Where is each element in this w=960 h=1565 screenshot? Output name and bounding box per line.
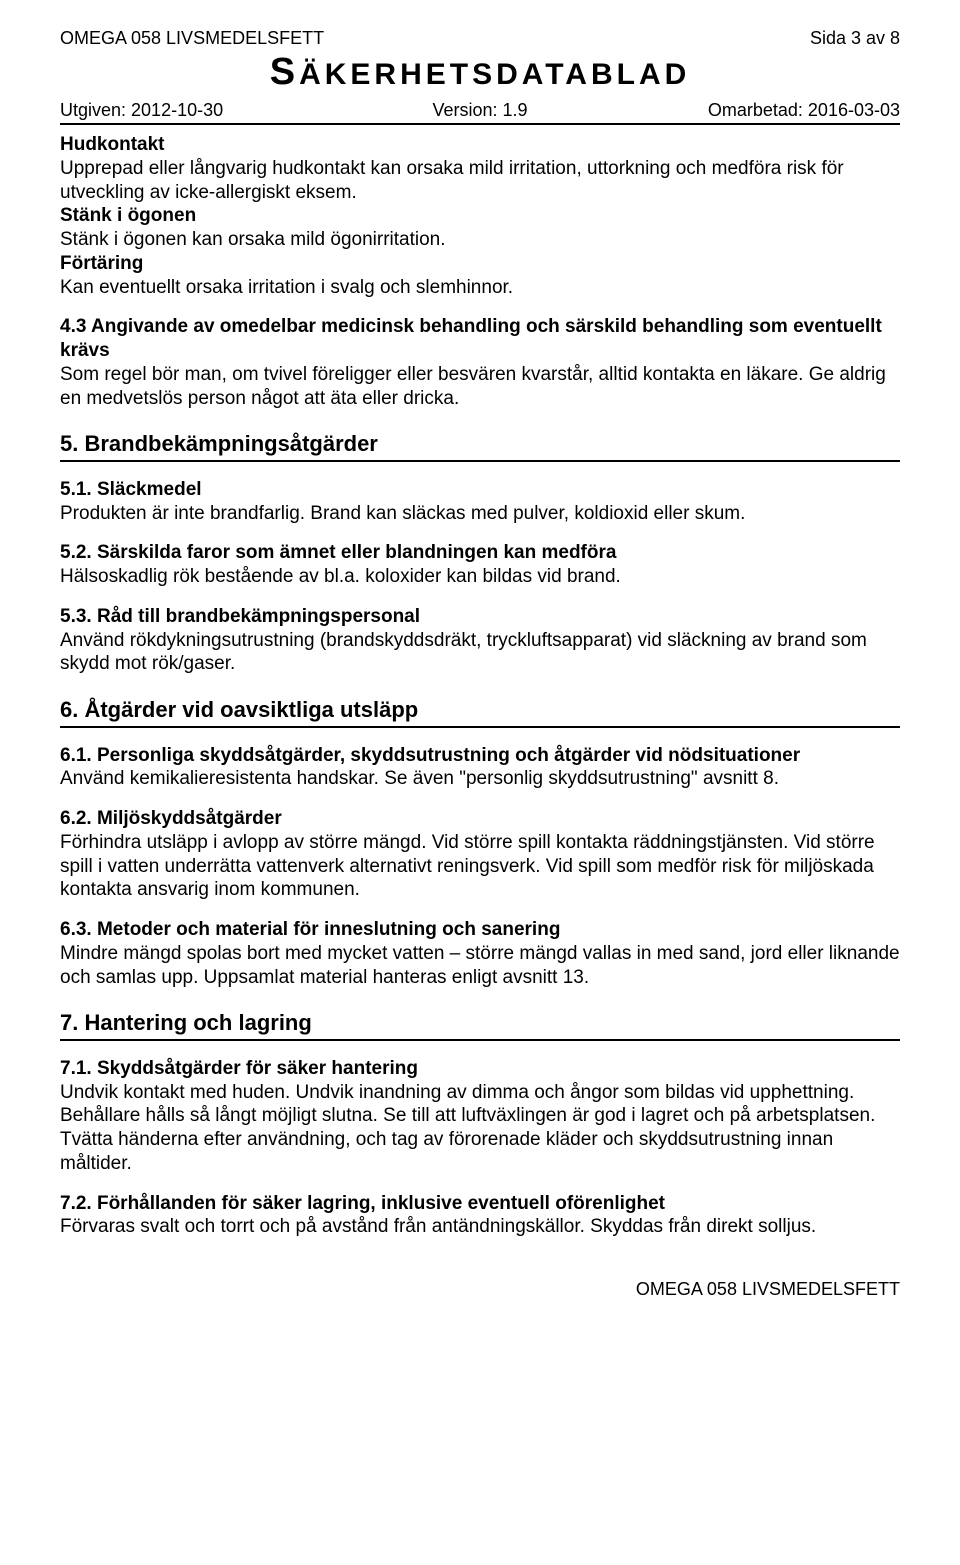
issued-date: Utgiven: 2012-10-30 [60, 100, 340, 121]
s6-1-heading: 6.1. Personliga skyddsåtgärder, skyddsut… [60, 745, 800, 766]
section-5-3: 5.3. Råd till brandbekämpningspersonal A… [60, 605, 900, 676]
section-6-heading: 6. Åtgärder vid oavsiktliga utsläpp [60, 696, 900, 728]
section-fortaring: Förtäring Kan eventuellt orsaka irritati… [60, 252, 900, 300]
s7-1-text: Undvik kontakt med huden. Undvik inandni… [60, 1082, 875, 1174]
stank-text: Stänk i ögonen kan orsaka mild ögonirrit… [60, 228, 900, 252]
section-7-1: 7.1. Skyddsåtgärder för säker hantering … [60, 1057, 900, 1176]
s5-2-heading: 5.2. Särskilda faror som ämnet eller bla… [60, 542, 616, 563]
section-4-3: 4.3 Angivande av omedelbar medicinsk beh… [60, 315, 900, 410]
hudkontakt-heading: Hudkontakt [60, 133, 900, 157]
product-name: OMEGA 058 LIVSMEDELSFETT [60, 28, 324, 49]
section-6-3: 6.3. Metoder och material för inneslutni… [60, 918, 900, 989]
s7-2-text: Förvaras svalt och torrt och på avstånd … [60, 1216, 816, 1237]
page-number: Sida 3 av 8 [810, 28, 900, 49]
section-stank: Stänk i ögonen Stänk i ögonen kan orsaka… [60, 204, 900, 252]
section-7-2: 7.2. Förhållanden för säker lagring, ink… [60, 1192, 900, 1240]
s5-2-text: Hälsoskadlig rök bestående av bl.a. kolo… [60, 566, 621, 587]
revised-date: Omarbetad: 2016-03-03 [620, 100, 900, 121]
s7-1-heading: 7.1. Skyddsåtgärder för säker hantering [60, 1058, 418, 1079]
hudkontakt-text: Upprepad eller långvarig hudkontakt kan … [60, 157, 900, 205]
s5-1-heading: 5.1. Släckmedel [60, 479, 202, 500]
s6-2-heading: 6.2. Miljöskyddsåtgärder [60, 808, 282, 829]
stank-heading: Stänk i ögonen [60, 204, 900, 228]
s6-1-text: Använd kemikalieresistenta handskar. Se … [60, 768, 779, 789]
fortaring-heading: Förtäring [60, 252, 900, 276]
s6-3-text: Mindre mängd spolas bort med mycket vatt… [60, 943, 900, 988]
fortaring-text: Kan eventuellt orsaka irritation i svalg… [60, 276, 900, 300]
header-meta-row: Utgiven: 2012-10-30 Version: 1.9 Omarbet… [60, 100, 900, 125]
s6-3-heading: 6.3. Metoder och material för inneslutni… [60, 919, 560, 940]
footer-product-name: OMEGA 058 LIVSMEDELSFETT [60, 1279, 900, 1300]
s5-1-text: Produkten är inte brandfarlig. Brand kan… [60, 503, 745, 524]
header-top: OMEGA 058 LIVSMEDELSFETT Sida 3 av 8 [60, 28, 900, 49]
s4-3-text: Som regel bör man, om tvivel föreligger … [60, 364, 886, 409]
section-5-heading: 5. Brandbekämpningsåtgärder [60, 430, 900, 462]
section-5-1: 5.1. Släckmedel Produkten är inte brandf… [60, 478, 900, 526]
section-6-2: 6.2. Miljöskyddsåtgärder Förhindra utslä… [60, 807, 900, 902]
section-5-2: 5.2. Särskilda faror som ämnet eller bla… [60, 541, 900, 589]
s6-2-text: Förhindra utsläpp i avlopp av större män… [60, 832, 875, 901]
title-rest: ÄKERHETSDATABLAD [299, 58, 690, 91]
section-7-heading: 7. Hantering och lagring [60, 1009, 900, 1041]
section-hudkontakt: Hudkontakt Upprepad eller långvarig hudk… [60, 133, 900, 204]
version-label: Version: 1.9 [340, 100, 620, 121]
title-first-letter: S [270, 51, 299, 93]
s5-3-text: Använd rökdykningsutrustning (brandskydd… [60, 630, 867, 675]
s5-3-heading: 5.3. Råd till brandbekämpningspersonal [60, 606, 420, 627]
s4-3-heading: 4.3 Angivande av omedelbar medicinsk beh… [60, 316, 882, 361]
section-6-1: 6.1. Personliga skyddsåtgärder, skyddsut… [60, 744, 900, 792]
s7-2-heading: 7.2. Förhållanden för säker lagring, ink… [60, 1193, 665, 1214]
document-body: Hudkontakt Upprepad eller långvarig hudk… [60, 133, 900, 1239]
document-title: SÄKERHETSDATABLAD [60, 51, 900, 94]
